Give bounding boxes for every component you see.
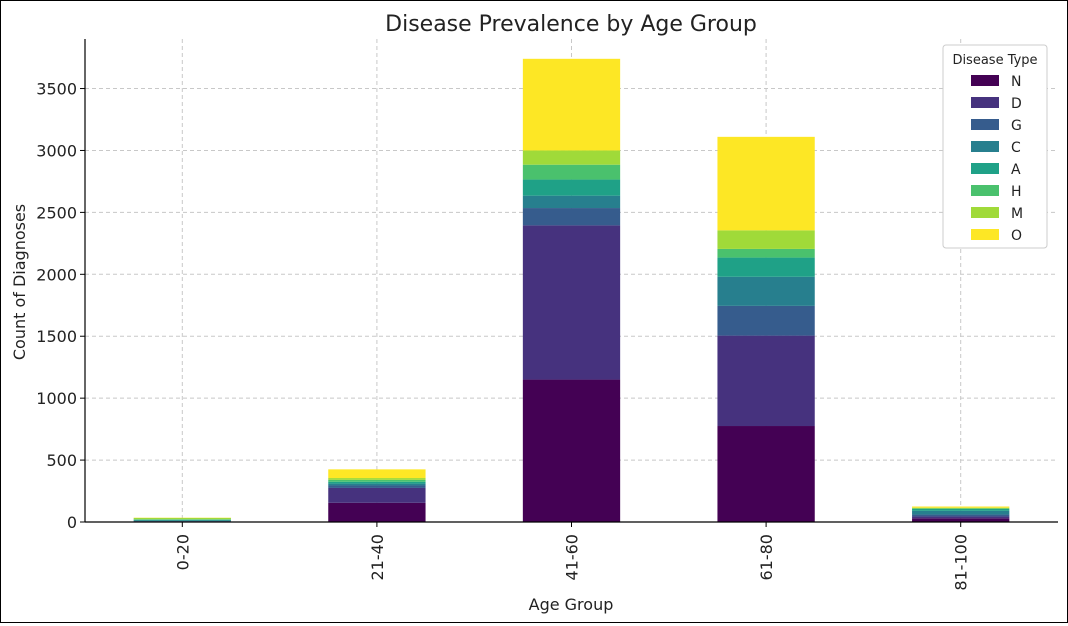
bar-segment-G-41-60: [523, 208, 620, 225]
bar-segment-O-41-60: [523, 59, 620, 151]
bar-segment-M-41-60: [523, 150, 620, 164]
bar-segment-H-0-20: [134, 519, 231, 520]
y-tick-label: 500: [46, 451, 77, 470]
legend-swatch-C: [971, 141, 999, 152]
legend-label-H: H: [1011, 184, 1022, 200]
y-tick-label: 0: [67, 513, 77, 532]
legend-title: Disease Type: [952, 53, 1037, 68]
y-tick-label: 3500: [36, 80, 77, 99]
y-axis-label: Count of Diagnoses: [10, 204, 29, 360]
bar-segment-A-41-60: [523, 180, 620, 196]
bar-segment-N-41-60: [523, 380, 620, 522]
x-tick-label: 0-20: [173, 534, 192, 570]
x-tick-label: 41-60: [563, 534, 582, 581]
y-tick-label: 3000: [36, 141, 77, 160]
bar-segment-H-21-40: [328, 480, 425, 482]
y-tick-label: 2000: [36, 265, 77, 284]
chart-title: Disease Prevalence by Age Group: [385, 12, 757, 37]
bar-segment-A-0-20: [134, 520, 231, 521]
bar-segment-M-81-100: [912, 508, 1009, 509]
y-tick-label: 1500: [36, 327, 77, 346]
bar-segment-M-0-20: [134, 518, 231, 519]
x-tick-labels: 0-20 21-40 41-60 61-80 81-100: [173, 522, 970, 591]
x-tick-label: 21-40: [368, 534, 387, 581]
legend-swatch-N: [971, 75, 999, 86]
legend-swatch-G: [971, 119, 999, 130]
bar-segment-D-61-80: [717, 336, 814, 426]
bar-segment-H-81-100: [912, 508, 1009, 509]
bar-segment-H-41-60: [523, 165, 620, 180]
x-tick-label: 81-100: [952, 534, 971, 591]
legend-swatch-D: [971, 97, 999, 108]
legend-label-N: N: [1011, 74, 1021, 90]
bar-segment-C-0-20: [134, 520, 231, 521]
legend-label-C: C: [1011, 140, 1021, 156]
legend-label-M: M: [1011, 206, 1023, 222]
bar-segment-O-61-80: [717, 137, 814, 231]
bar-segment-C-61-80: [717, 277, 814, 306]
bar-segment-N-61-80: [717, 426, 814, 522]
bar-segment-M-61-80: [717, 230, 814, 249]
legend-label-D: D: [1011, 96, 1022, 112]
bar-segment-C-41-60: [523, 196, 620, 208]
bar-segment-A-61-80: [717, 258, 814, 277]
bar-segment-M-21-40: [328, 478, 425, 480]
legend-label-A: A: [1011, 162, 1021, 178]
bar-segment-A-81-100: [912, 509, 1009, 511]
bar-segment-H-61-80: [717, 249, 814, 258]
legend-swatch-M: [971, 207, 999, 218]
x-axis-label: Age Group: [529, 595, 614, 614]
legend-label-O: O: [1011, 228, 1022, 244]
bar-segment-A-21-40: [328, 482, 425, 484]
bar-segment-D-21-40: [328, 488, 425, 503]
y-tick-label: 1000: [36, 389, 77, 408]
bar-segment-C-21-40: [328, 484, 425, 486]
legend-swatch-A: [971, 163, 999, 174]
legend-swatch-O: [971, 229, 999, 240]
y-tick-label: 2500: [36, 203, 77, 222]
legend-label-G: G: [1011, 118, 1022, 134]
bar-segment-O-81-100: [912, 507, 1009, 508]
y-tick-labels: 0 500 1000 1500 2000 2500 3000 3500: [36, 80, 85, 532]
bar-segment-C-81-100: [912, 511, 1009, 515]
bar-segment-D-81-100: [912, 516, 1009, 518]
bar-segment-G-81-100: [912, 515, 1009, 517]
bars: [134, 59, 1010, 522]
bar-segment-O-21-40: [328, 469, 425, 478]
bar-segment-D-41-60: [523, 225, 620, 379]
bar-segment-G-21-40: [328, 485, 425, 487]
bar-segment-G-61-80: [717, 306, 814, 336]
legend-swatch-H: [971, 185, 999, 196]
bar-segment-N-21-40: [328, 503, 425, 522]
x-tick-label: 61-80: [757, 534, 776, 581]
